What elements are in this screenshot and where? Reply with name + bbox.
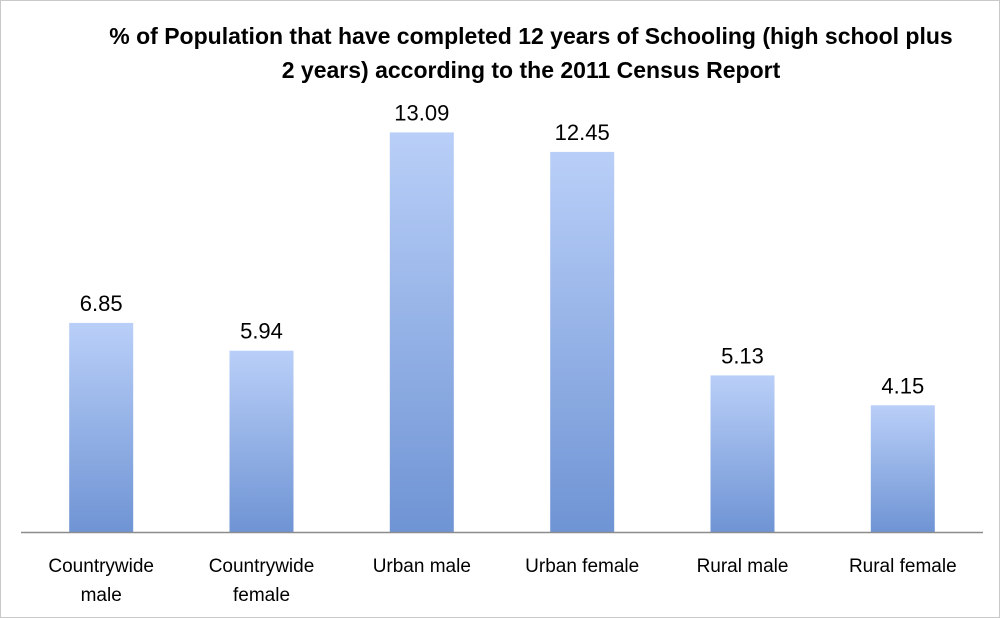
category-label-0-line-1: male [81,585,122,606]
bar-value-label-5: 4.15 [881,373,924,398]
category-label-5: Rural female [849,556,957,577]
bar-value-label-2: 13.09 [394,100,449,125]
category-label-1-line-0: Countrywide [209,556,315,577]
chart-title: % of Population that have completed 12 y… [109,23,953,83]
category-label-0-line-0: Countrywide [48,556,154,577]
bar-4 [710,375,775,532]
category-label-3: Urban female [525,556,639,577]
bar-value-label-4: 5.13 [721,343,764,368]
category-label-2: Urban male [373,556,471,577]
bar-value-label-0: 6.85 [80,291,123,316]
bar-value-label-1: 5.94 [240,319,283,344]
bar-1 [229,350,294,532]
category-label-1-line-1: female [233,585,290,606]
bar-value-label-3: 12.45 [555,120,610,145]
bar-2 [389,132,454,532]
category-label-4: Rural male [697,556,789,577]
bar-0 [69,322,134,532]
bar-3 [550,151,615,532]
bar-5 [870,405,935,532]
